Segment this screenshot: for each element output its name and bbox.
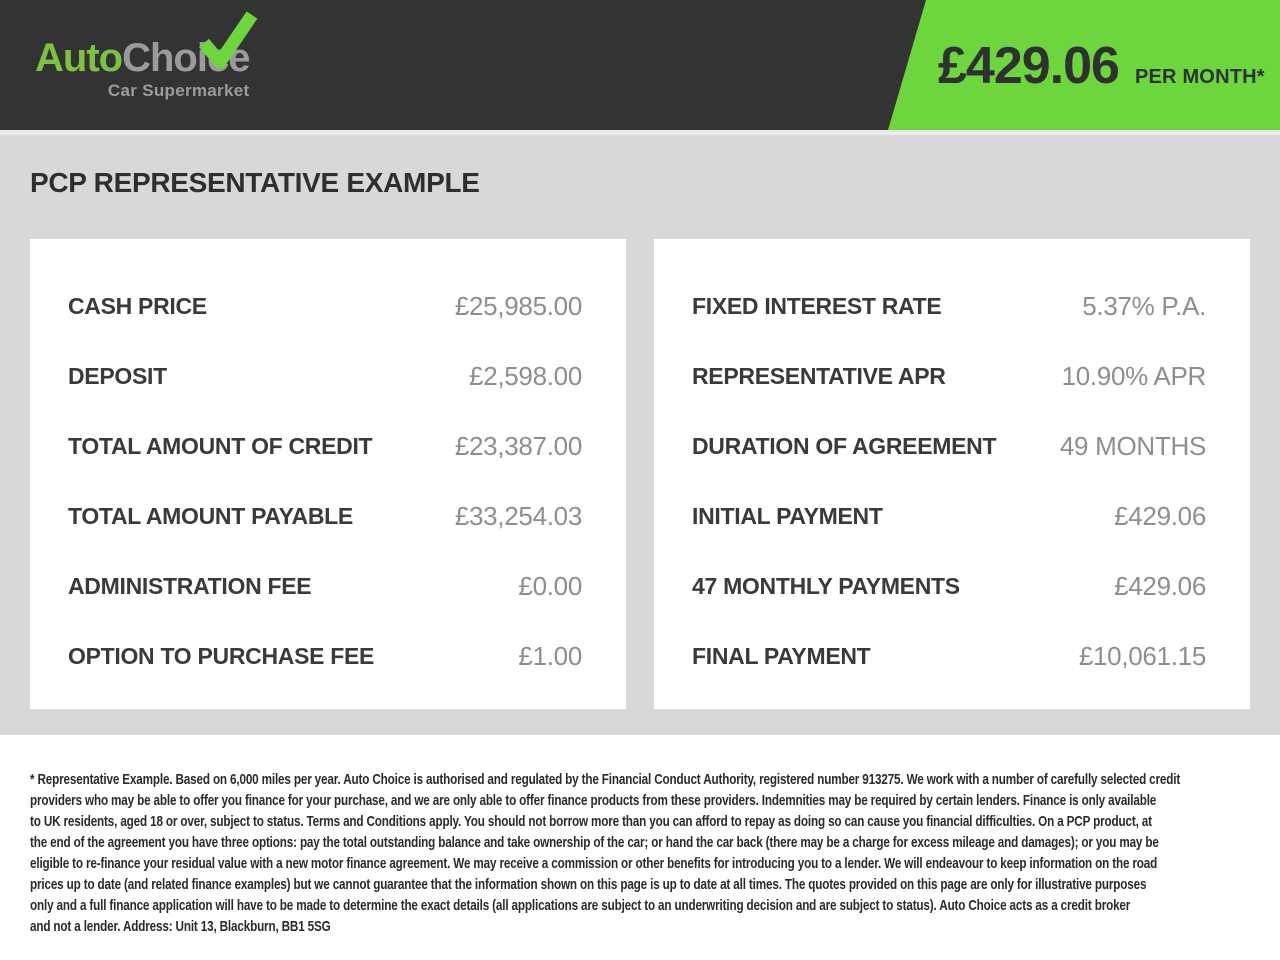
logo-tagline: Car Supermarket [107,81,250,100]
finance-panels: CASH PRICE £25,985.00 DEPOSIT £2,598.00 … [30,239,1250,709]
finance-label: FIXED INTEREST RATE [692,292,942,319]
finance-value: £2,598.00 [469,360,582,391]
finance-value: £429.06 [1114,500,1206,531]
finance-row: CASH PRICE £25,985.00 [68,271,582,341]
price-amount: £429.06 [938,37,1120,95]
disclaimer-text: only and a full finance application will… [30,897,1131,914]
logo-wordmark: AutoChoice [35,11,258,80]
finance-label: REPRESENTATIVE APR [692,362,946,389]
finance-value: £23,387.00 [454,430,582,461]
finance-label: DEPOSIT [68,362,167,389]
finance-label: TOTAL AMOUNT OF CREDIT [68,432,373,459]
disclaimer-text: the end of the agreement you have three … [30,834,1159,851]
disclaimer-text: eligible to re-finance your residual val… [30,855,1158,872]
finance-row: 47 MONTHLY PAYMENTS £429.06 [692,551,1206,621]
disclaimer-text: * Representative Example. Based on 6,000… [30,771,1181,788]
finance-label: OPTION TO PURCHASE FEE [68,642,375,669]
price-banner: £429.06 PER MONTH* [888,0,1280,130]
finance-label: TOTAL AMOUNT PAYABLE [68,502,353,529]
logo-text-auto: Auto [35,36,123,80]
finance-label: CASH PRICE [68,292,207,319]
autochoice-logo: AutoChoice Car Supermarket [35,11,258,101]
finance-row: TOTAL AMOUNT PAYABLE £33,254.03 [68,481,582,551]
finance-value: 49 MONTHS [1059,430,1206,461]
finance-label: INITIAL PAYMENT [692,502,883,529]
disclaimer-text: prices up to date (and related finance e… [30,876,1147,893]
finance-value: £429.06 [1114,570,1206,601]
finance-row: INITIAL PAYMENT £429.06 [692,481,1206,551]
disclaimer-text: and not a lender. Address: Unit 13, Blac… [30,918,331,935]
finance-row: FINAL PAYMENT £10,061.15 [692,621,1206,691]
finance-value: £33,254.03 [454,500,582,531]
finance-value: £0.00 [518,570,582,601]
finance-label: DURATION OF AGREEMENT [692,432,997,459]
finance-label: FINAL PAYMENT [692,642,871,669]
finance-row: TOTAL AMOUNT OF CREDIT £23,387.00 [68,411,582,481]
finance-panel-right: FIXED INTEREST RATE 5.37% P.A. REPRESENT… [654,239,1250,709]
finance-row: OPTION TO PURCHASE FEE £1.00 [68,621,582,691]
finance-row: FIXED INTEREST RATE 5.37% P.A. [692,271,1206,341]
finance-label: ADMINISTRATION FEE [68,572,312,599]
finance-row: ADMINISTRATION FEE £0.00 [68,551,582,621]
site-header: AutoChoice Car Supermarket £429.06 PER M… [0,0,1280,130]
disclaimer-text: providers who may be able to offer you f… [30,792,1157,809]
finance-value: 5.37% P.A. [1082,290,1206,321]
finance-row: DURATION OF AGREEMENT 49 MONTHS [692,411,1206,481]
finance-value: 10.90% APR [1061,360,1207,391]
finance-panel-left: CASH PRICE £25,985.00 DEPOSIT £2,598.00 … [30,239,626,709]
finance-value: £10,061.15 [1078,640,1206,671]
price-period: PER MONTH* [1134,66,1265,88]
finance-value: £1.00 [518,640,582,671]
finance-label: 47 MONTHLY PAYMENTS [692,572,960,599]
disclaimer-section: * Representative Example. Based on 6,000… [0,735,1280,960]
disclaimer-text: to UK residents, aged 18 or over, subjec… [30,813,1152,830]
finance-row: DEPOSIT £2,598.00 [68,341,582,411]
finance-value: £25,985.00 [454,290,582,321]
checkmark-icon [199,11,258,68]
page-title: PCP REPRESENTATIVE EXAMPLE [30,167,480,198]
main-section: PCP REPRESENTATIVE EXAMPLE CASH PRICE £2… [0,130,1280,735]
finance-row: REPRESENTATIVE APR 10.90% APR [692,341,1206,411]
